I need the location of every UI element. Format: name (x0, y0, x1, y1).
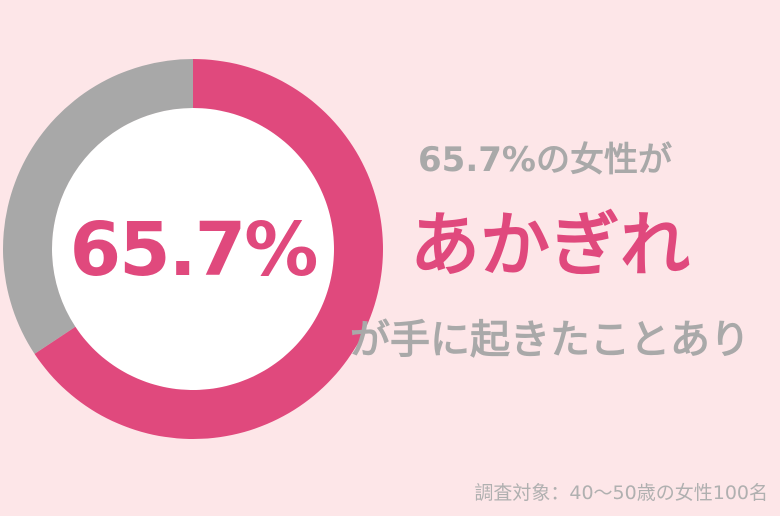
headline-line1: 65.7%の女性が (418, 140, 672, 180)
survey-note: 調査対象：40〜50歳の女性100名 (474, 482, 768, 504)
headline-line3: が手に起きたことあり (350, 317, 750, 363)
headline-keyword: あかぎれ (410, 204, 690, 286)
center-percentage: 65.7% (69, 207, 319, 293)
donut-center (52, 108, 334, 390)
slice-other (3, 59, 193, 354)
donut-chart (3, 59, 383, 439)
